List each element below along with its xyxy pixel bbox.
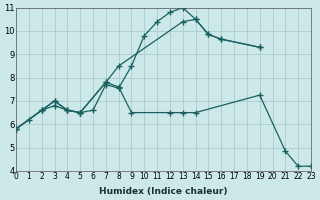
X-axis label: Humidex (Indice chaleur): Humidex (Indice chaleur) (99, 187, 228, 196)
